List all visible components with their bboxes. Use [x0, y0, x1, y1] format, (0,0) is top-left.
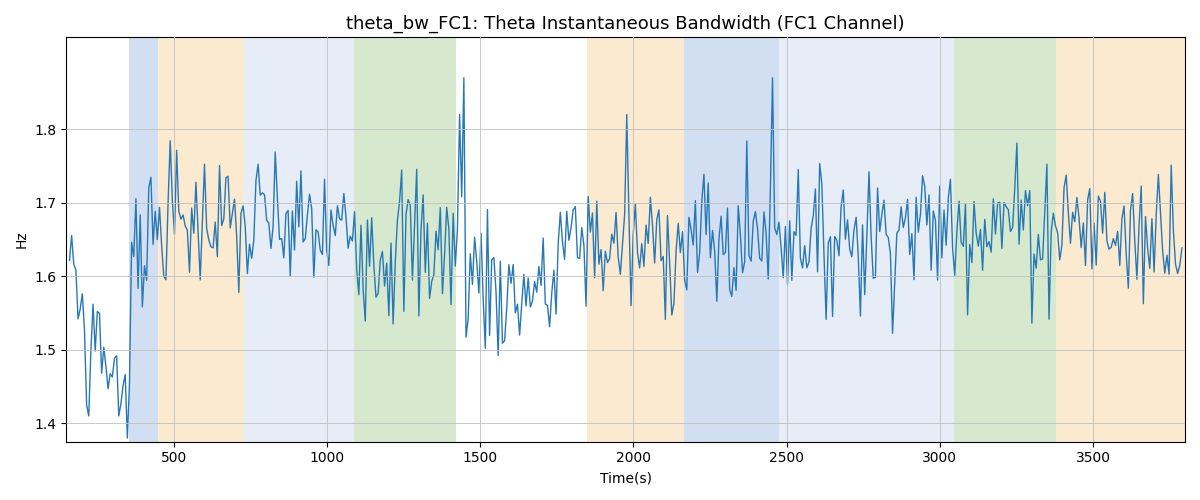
- Bar: [244, 38, 354, 442]
- Bar: [900, 38, 954, 442]
- Bar: [634, 38, 684, 442]
- Bar: [130, 38, 158, 442]
- Y-axis label: Hz: Hz: [16, 230, 29, 248]
- Bar: [158, 38, 244, 442]
- Title: theta_bw_FC1: Theta Instantaneous Bandwidth (FC1 Channel): theta_bw_FC1: Theta Instantaneous Bandwi…: [347, 15, 905, 34]
- Bar: [354, 38, 388, 442]
- Bar: [866, 38, 900, 442]
- Bar: [954, 38, 1056, 442]
- Bar: [722, 38, 779, 442]
- Bar: [1056, 38, 1186, 442]
- Bar: [779, 38, 866, 442]
- X-axis label: Time(s): Time(s): [600, 471, 652, 485]
- Bar: [684, 38, 722, 442]
- Bar: [587, 38, 634, 442]
- Bar: [388, 38, 456, 442]
